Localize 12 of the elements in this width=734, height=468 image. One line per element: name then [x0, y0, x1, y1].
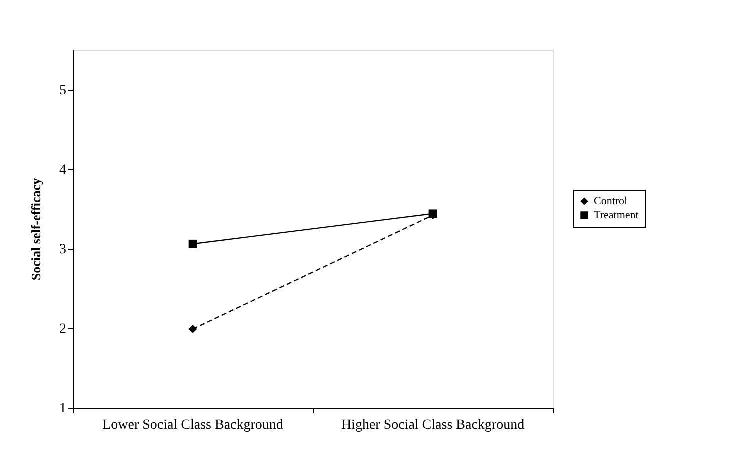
- y-tick-label: 3: [60, 242, 66, 258]
- point: [188, 325, 198, 334]
- legend-label: Treatment: [594, 210, 639, 222]
- point: [188, 240, 198, 248]
- y-tick-label: 1: [60, 402, 66, 416]
- x-tick-label: Lower Social Class Background: [102, 418, 284, 433]
- legend-label: Control: [594, 196, 628, 208]
- y-tick-label: 2: [60, 322, 66, 337]
- y-tick-label: 4: [60, 162, 66, 178]
- y-axis-title: Social self-efficacy: [28, 178, 44, 281]
- y-tick-label: 5: [60, 83, 66, 98]
- x-tick-label: Higher Social Class Background: [341, 418, 525, 433]
